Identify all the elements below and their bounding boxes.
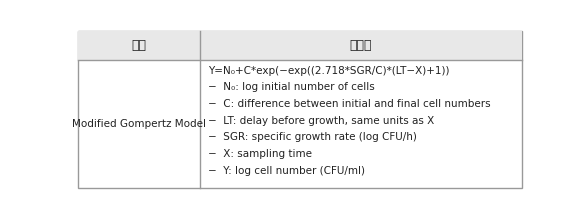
Text: −  LT: delay before growth, same units as X: − LT: delay before growth, same units as… [208,115,434,126]
Bar [200,31,522,60]
Text: 계산식: 계산식 [350,39,372,52]
Text: 분류: 분류 [131,39,146,52]
Text: Modified Gompertz Model: Modified Gompertz Model [72,119,206,129]
Bar [78,31,200,60]
Text: Y=N₀+C*exp(−exp((2.718*SGR/C)*(LT−X)+1)): Y=N₀+C*exp(−exp((2.718*SGR/C)*(LT−X)+1)) [208,66,449,75]
Text: −  SGR: specific growth rate (log CFU/h): − SGR: specific growth rate (log CFU/h) [208,132,417,142]
Text: −  X: sampling time: − X: sampling time [208,149,312,159]
Text: −  C: difference between initial and final cell numbers: − C: difference between initial and fina… [208,99,491,109]
Text: −  Y: log cell number (CFU/ml): − Y: log cell number (CFU/ml) [208,166,365,176]
Text: −  N₀: log initial number of cells: − N₀: log initial number of cells [208,82,375,92]
